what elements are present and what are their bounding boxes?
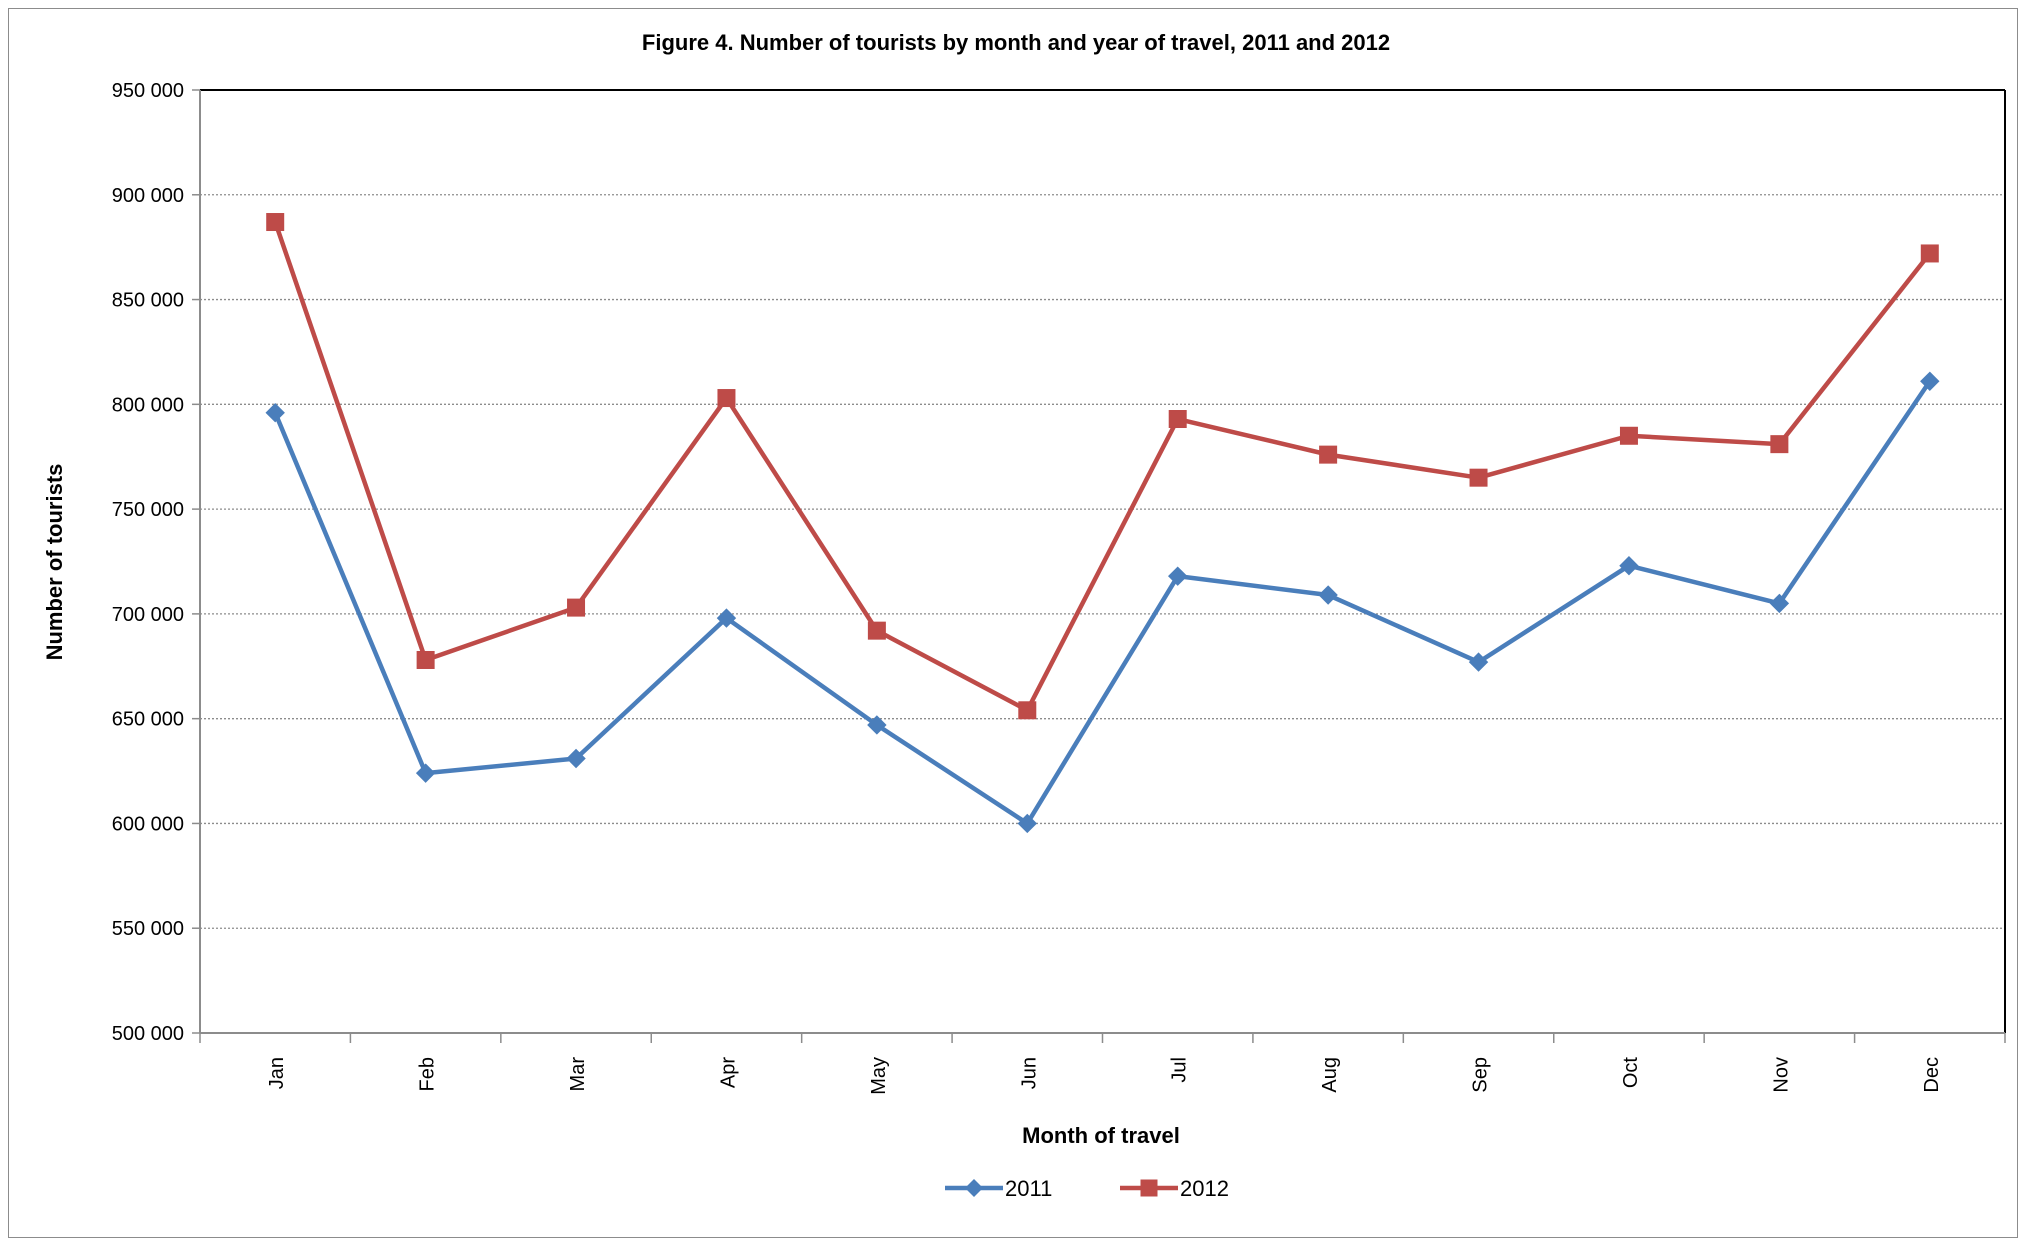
- x-tick-label: Apr: [717, 1057, 739, 1088]
- x-tick-label: Sep: [1470, 1057, 1492, 1093]
- legend-label: 2011: [1005, 1176, 1052, 1201]
- data-point: [1920, 244, 1939, 263]
- x-tick-label: Feb: [417, 1057, 439, 1091]
- series-line-2012: [273, 221, 1932, 713]
- data-point: [416, 650, 435, 669]
- x-tick-label: May: [868, 1057, 890, 1095]
- data-point: [265, 403, 285, 423]
- x-tick-label: Mar: [567, 1057, 589, 1092]
- data-point: [1469, 468, 1488, 487]
- x-axis-title: Month of travel: [1022, 1123, 1180, 1148]
- y-tick-label: 950 000: [112, 80, 184, 102]
- series-group: [265, 213, 1940, 834]
- data-point: [1769, 593, 1790, 614]
- data-point: [567, 598, 586, 617]
- data-point: [1770, 435, 1789, 454]
- y-axis-ticks: 500 000 550 000 600 000 650 000 700 000 750 0…: [112, 80, 200, 1045]
- data-point: [1018, 701, 1037, 720]
- y-tick-label: 750 000: [112, 499, 184, 521]
- data-point: [1319, 445, 1338, 464]
- legend-item-2012: 2012: [1120, 1176, 1229, 1201]
- legend-label: 2012: [1180, 1176, 1229, 1201]
- legend-marker: [965, 1179, 983, 1197]
- x-tick-label: Aug: [1319, 1057, 1341, 1093]
- data-point: [415, 763, 436, 783]
- y-tick-label: 900 000: [112, 185, 184, 207]
- x-axis-ticks: Jan Feb Mar Apr May Jun Jul Aug Sep Oct Nov Dec: [199, 1033, 2006, 1095]
- data-point: [1017, 813, 1037, 834]
- data-point: [716, 608, 737, 628]
- y-tick-label: 600 000: [112, 813, 184, 835]
- y-tick-label: 500 000: [112, 1023, 184, 1045]
- x-tick-label: Dec: [1921, 1057, 1943, 1093]
- x-tick-label: Jun: [1018, 1057, 1040, 1089]
- data-point: [1168, 410, 1187, 429]
- series-2012: [266, 213, 1939, 720]
- data-point: [867, 621, 886, 640]
- data-point: [1318, 585, 1338, 605]
- x-tick-label: Nov: [1770, 1057, 1792, 1093]
- legend-marker: [1140, 1179, 1158, 1197]
- data-point: [566, 748, 586, 769]
- y-tick-label: 550 000: [112, 918, 184, 940]
- series-2011: [265, 371, 1940, 834]
- data-point: [1920, 371, 1940, 391]
- series-line-2011: [273, 380, 1932, 826]
- data-point: [717, 389, 736, 408]
- data-point: [266, 213, 285, 232]
- data-point: [1168, 566, 1188, 586]
- data-point: [1619, 426, 1638, 445]
- data-point: [1619, 555, 1639, 576]
- x-tick-label: Jul: [1169, 1057, 1191, 1083]
- gridlines: [200, 194, 2005, 929]
- y-tick-label: 650 000: [112, 709, 184, 731]
- legend: 2011 2012: [945, 1176, 1229, 1201]
- y-tick-label: 800 000: [112, 394, 184, 416]
- data-point: [1468, 652, 1489, 672]
- x-tick-label: Oct: [1620, 1057, 1642, 1089]
- y-tick-label: 700 000: [112, 604, 184, 626]
- x-tick-label: Jan: [266, 1057, 288, 1089]
- chart-title: Figure 4. Number of tourists by month an…: [642, 30, 1390, 55]
- data-point: [867, 715, 887, 735]
- y-axis-title: Number of tourists: [42, 464, 67, 661]
- legend-item-2011: 2011: [945, 1176, 1052, 1201]
- y-tick-label: 850 000: [112, 290, 184, 312]
